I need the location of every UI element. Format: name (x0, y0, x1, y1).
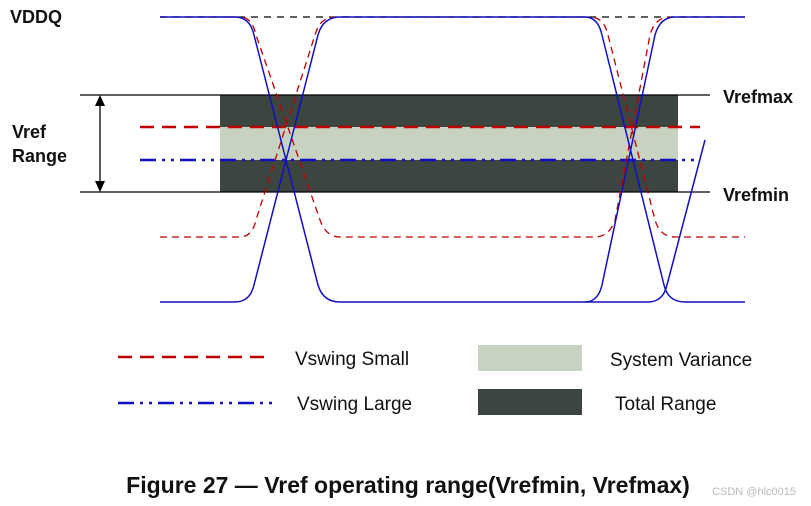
vrefmin-label: Vrefmin (723, 185, 789, 205)
legend-label: Vswing Large (297, 394, 412, 415)
legend-label: Total Range (615, 394, 716, 415)
legend-swatch (478, 345, 582, 371)
legend-label: System Variance (610, 350, 752, 371)
arrow-heads (95, 95, 105, 192)
vrefmax-label: Vrefmax (723, 87, 793, 107)
system-variance-band (220, 127, 678, 160)
legend-swatch (478, 389, 582, 415)
vref-range-label: Vref (12, 122, 47, 142)
watermark: CSDN @hlc0015 (712, 486, 796, 498)
legend-label: Vswing Small (295, 349, 409, 370)
caption: Figure 27 — Vref operating range(Vrefmin… (126, 472, 690, 498)
vref-range-label: Range (12, 146, 67, 166)
vddq-label: VDDQ (10, 7, 62, 27)
vswing-large-wave (160, 16, 745, 303)
